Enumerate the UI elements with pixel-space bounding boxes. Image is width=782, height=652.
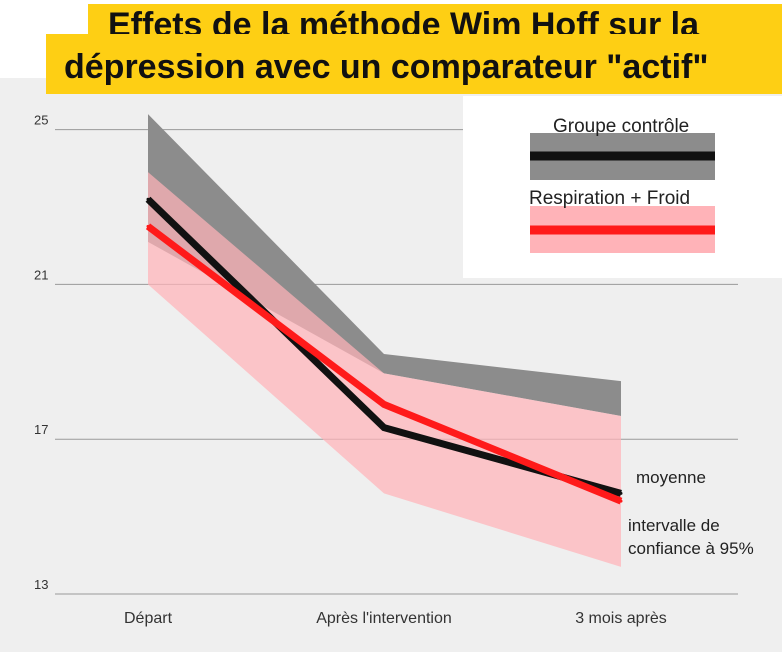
annotation-ci-line-2: confiance à 95%: [628, 539, 754, 558]
x-tick-label: 3 mois après: [575, 610, 667, 627]
legend: Groupe contrôle Respiration + Froid: [463, 96, 782, 278]
data-point-control: [619, 491, 623, 495]
ci-band-intervention: [148, 172, 621, 567]
chart-title-line-2: dépression avec un comparateur "actif": [46, 34, 782, 94]
data-point-control: [146, 197, 150, 201]
y-tick-label: 13: [34, 577, 48, 592]
legend-label-control: Groupe contrôle: [553, 116, 690, 137]
annotation-mean: moyenne: [636, 468, 706, 487]
x-tick-label: Après l'intervention: [316, 610, 452, 627]
y-tick-label: 21: [34, 267, 48, 282]
legend-label-intervention: Respiration + Froid: [529, 188, 691, 209]
data-point-control: [382, 426, 386, 430]
annotation-ci-line-1: intervalle de: [628, 516, 720, 535]
y-tick-label: 17: [34, 422, 48, 437]
data-point-intervention: [382, 402, 386, 406]
y-tick-label: 25: [34, 113, 48, 128]
data-point-intervention: [619, 499, 623, 503]
x-tick-label: Départ: [124, 610, 173, 627]
legend-swatches: [530, 133, 715, 253]
data-point-intervention: [146, 224, 150, 228]
